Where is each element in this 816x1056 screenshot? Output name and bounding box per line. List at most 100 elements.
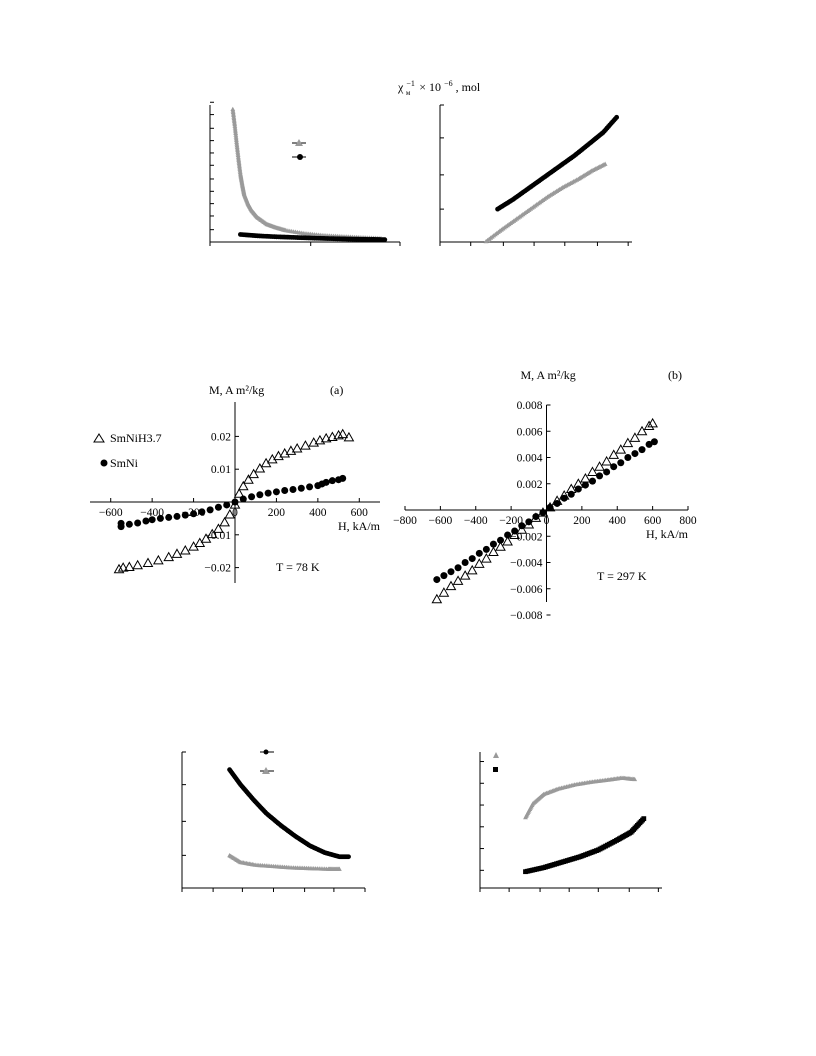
data-point [629, 432, 641, 442]
chart-middle-a: −600−400−2000200400600−0.02−0.010.010.02… [90, 383, 381, 583]
data-point [482, 545, 490, 553]
data-point [603, 468, 611, 476]
data-point [237, 480, 249, 491]
data-point [438, 587, 450, 597]
series-0 [495, 114, 620, 212]
data-point [431, 593, 443, 604]
data-point [179, 545, 191, 555]
x-axis-label: H, kA/m [646, 527, 689, 541]
data-point [511, 527, 519, 535]
data-point [650, 438, 658, 446]
series-1 [483, 161, 608, 244]
data-point [213, 523, 224, 533]
chart-top-right [439, 104, 632, 246]
y-axis-label: M, A m²/kg [521, 368, 576, 382]
legend-circle-marker [297, 154, 303, 160]
series-0 [230, 106, 384, 241]
data-point [264, 489, 272, 497]
data-point [466, 564, 478, 575]
data-point [148, 516, 156, 524]
x-tick-label: 400 [309, 507, 327, 519]
y-tick-label: 0.004 [517, 453, 543, 465]
data-point [617, 459, 625, 467]
y-tick-label: −0.004 [510, 558, 543, 570]
data-point [587, 466, 598, 476]
plots-group: −600 −400 −200 0 200 400 600 −0.02 −0.01 0.01 0.02… [90, 101, 697, 892]
x-tick-label: 800 [679, 515, 697, 527]
data-point [322, 478, 330, 486]
legend-square-marker [493, 767, 498, 772]
data-point [447, 568, 455, 576]
data-point [433, 576, 441, 584]
legend-circle-marker [263, 749, 269, 755]
temperature-note: T = 78 K [276, 560, 320, 574]
data-point [190, 510, 198, 518]
data-point [636, 425, 648, 436]
chart-middle-b: −800 −600 −400 −200 0 200 400 600 800 −0.008 −0.00… [393, 368, 697, 622]
x-tick-label: −600 [429, 515, 453, 527]
data-point [291, 443, 303, 453]
y-axis-label: M, A m²/kg [209, 383, 264, 397]
data-point [243, 474, 254, 484]
data-point [461, 559, 469, 566]
series-1 [238, 232, 388, 243]
data-point [289, 486, 297, 494]
data-point [608, 449, 620, 459]
y-tick-label: −0.002 [510, 531, 543, 543]
data-point [134, 519, 142, 527]
data-point [596, 472, 604, 480]
data-point [206, 506, 214, 514]
data-point [631, 450, 639, 458]
data-point [198, 508, 206, 516]
panel-label: (b) [668, 368, 682, 382]
legend-filled-circle-marker [100, 459, 108, 467]
data-point [336, 866, 342, 871]
data-point [525, 518, 533, 526]
data-point [314, 434, 326, 445]
data-point [239, 495, 247, 503]
data-point [509, 529, 521, 539]
data-point [206, 528, 218, 539]
data-point [567, 490, 575, 498]
data-point [643, 420, 655, 430]
x-tick-label: 0 [544, 515, 550, 527]
panel-label: (a) [330, 383, 343, 397]
data-point [546, 503, 554, 511]
data-point [306, 483, 314, 491]
series-1 [523, 816, 647, 875]
chart-bottom-left [181, 751, 366, 892]
series-0 [113, 428, 355, 574]
data-point [231, 498, 239, 506]
data-point [473, 558, 485, 568]
x-tick-label: 600 [351, 507, 369, 519]
data-point [615, 444, 627, 454]
legend-open-triangle-marker [93, 433, 105, 443]
data-point [504, 531, 512, 539]
data-point [632, 776, 638, 782]
bottom-right-legend [493, 752, 499, 772]
series-0 [227, 767, 351, 860]
y-tick-label: 0.02 [211, 431, 231, 443]
data-point [382, 237, 388, 243]
data-point [125, 520, 133, 528]
data-point [518, 522, 526, 530]
data-point [171, 548, 183, 558]
x-tick-label: 400 [609, 515, 627, 527]
data-point [539, 509, 547, 517]
data-point [153, 554, 164, 565]
data-point [622, 437, 634, 448]
data-point [532, 513, 540, 521]
y-tick-label: 0.01 [211, 464, 231, 476]
data-point [132, 559, 143, 570]
legend-label-smni: SmNi [110, 456, 139, 470]
y-tick-label: −0.008 [510, 610, 543, 622]
data-point [173, 512, 181, 520]
data-point [601, 455, 612, 466]
data-point [327, 431, 338, 442]
legend-triangle-marker [295, 139, 303, 146]
y-tick-label: −0.01 [204, 530, 231, 542]
data-point [124, 561, 135, 571]
legend-label-smnih: SmNiH3.7 [110, 431, 162, 445]
data-point [200, 533, 212, 543]
